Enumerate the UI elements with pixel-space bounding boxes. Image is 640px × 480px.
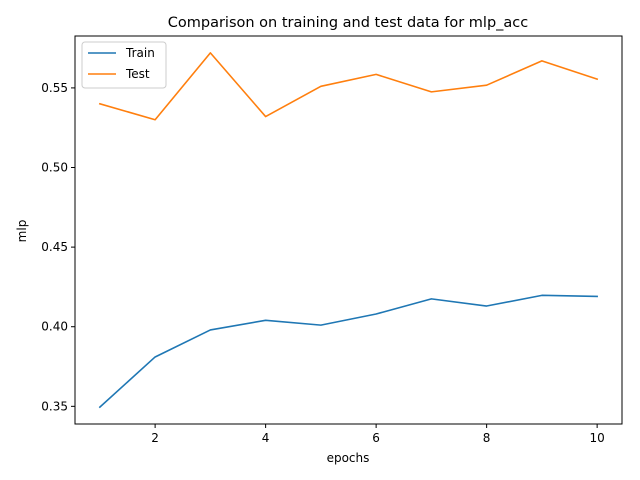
legend: Train Test (81, 41, 167, 89)
y-tick-label: 0.40 (41, 320, 68, 334)
x-tick-label: 4 (262, 431, 270, 445)
y-tick-label: 0.55 (41, 81, 68, 95)
chart-title: Comparison on training and test data for… (168, 15, 529, 31)
y-tick-label: 0.35 (41, 399, 68, 413)
x-tick-label: 10 (589, 431, 604, 445)
series-lines (98, 52, 599, 409)
plot-frame (74, 35, 623, 425)
legend-label-train: Train (125, 46, 155, 60)
y-axis-title: mlp (15, 220, 29, 243)
legend-label-test: Test (125, 67, 150, 81)
x-tick-label: 8 (483, 431, 491, 445)
y-tick-label: 0.45 (41, 240, 68, 254)
x-tick-label: 2 (151, 431, 159, 445)
series-line-test (98, 52, 599, 121)
series-line-train (98, 294, 598, 409)
y-tick-label: 0.50 (41, 161, 68, 175)
x-axis-title: epochs (327, 451, 370, 465)
axis-ticks: 2 4 6 8 10 0.35 0.40 0.45 0.50 0.55 (41, 81, 604, 445)
x-tick-label: 6 (372, 431, 380, 445)
